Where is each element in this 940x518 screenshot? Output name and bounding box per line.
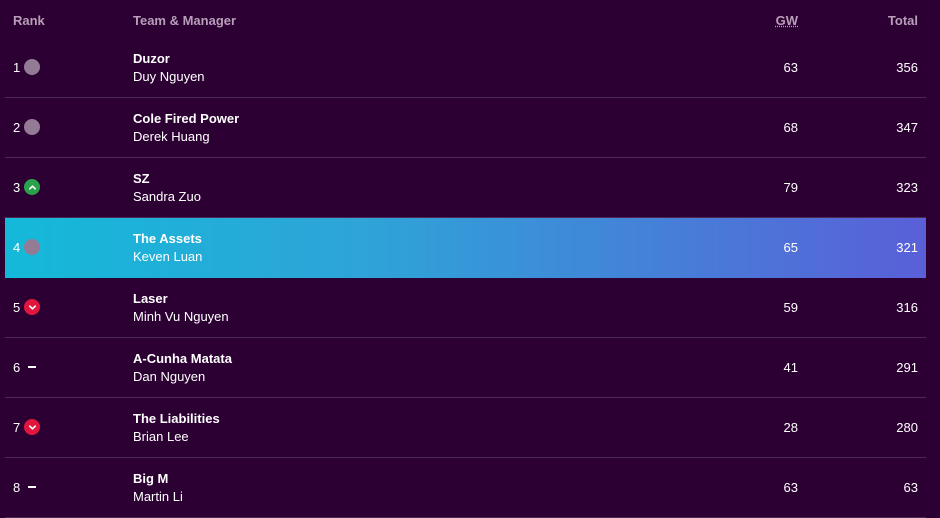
gw-column-header[interactable]: GW <box>775 13 798 28</box>
manager-name: Brian Lee <box>133 429 189 444</box>
rank-up-icon <box>24 179 40 195</box>
gw-points: 68 <box>783 120 798 135</box>
gw-points: 65 <box>783 240 798 255</box>
total-points: 280 <box>896 420 918 435</box>
rank-unchanged-icon <box>24 59 40 75</box>
team-name-link[interactable]: Duzor <box>133 51 170 66</box>
total-points: 323 <box>896 180 918 195</box>
rank-number: 7 <box>13 420 21 435</box>
rank-number: 1 <box>13 60 21 75</box>
manager-name: Minh Vu Nguyen <box>133 309 229 324</box>
standings-table: 1 Duzor Duy Nguyen 63 356 2 Cole Fired P… <box>5 38 926 518</box>
rank-number: 6 <box>13 360 21 375</box>
rank-number: 3 <box>13 180 21 195</box>
table-row: 6 A-Cunha Matata Dan Nguyen 41 291 <box>5 338 926 398</box>
team-name-link[interactable]: A-Cunha Matata <box>133 351 232 366</box>
total-points: 356 <box>896 60 918 75</box>
rank-new-dash-icon <box>24 479 40 495</box>
team-name-link[interactable]: The Assets <box>133 231 202 246</box>
manager-name: Keven Luan <box>133 249 203 264</box>
rank-number: 8 <box>13 480 21 495</box>
manager-name: Derek Huang <box>133 129 210 144</box>
manager-name: Sandra Zuo <box>133 189 201 204</box>
rank-down-icon <box>24 419 40 435</box>
total-points: 63 <box>903 480 918 495</box>
total-points: 347 <box>896 120 918 135</box>
total-column-header: Total <box>887 13 918 28</box>
rank-down-icon <box>24 299 40 315</box>
table-row: 2 Cole Fired Power Derek Huang 68 347 <box>5 98 926 158</box>
team-name-link[interactable]: Big M <box>133 471 169 486</box>
gw-points: 79 <box>783 180 798 195</box>
manager-name: Martin Li <box>133 489 183 504</box>
gw-points: 41 <box>783 360 798 375</box>
team-name-link[interactable]: Laser <box>133 291 168 306</box>
table-row: 3 SZ Sandra Zuo 79 323 <box>5 158 926 218</box>
rank-new-dash-icon <box>24 359 40 375</box>
total-points: 321 <box>896 240 918 255</box>
rank-number: 4 <box>13 240 21 255</box>
gw-points: 63 <box>783 60 798 75</box>
table-row: 7 The Liabilities Brian Lee 28 280 <box>5 398 926 458</box>
total-points: 316 <box>896 300 918 315</box>
table-row: 4 The Assets Keven Luan 65 321 <box>5 218 926 278</box>
team-name-link[interactable]: The Liabilities <box>133 411 220 426</box>
team-name-link[interactable]: SZ <box>133 171 150 186</box>
rank-number: 2 <box>13 120 21 135</box>
table-header: Rank Team & Manager GW Total <box>0 0 940 40</box>
rank-column-header: Rank <box>13 13 45 28</box>
gw-points: 28 <box>783 420 798 435</box>
rank-number: 5 <box>13 300 21 315</box>
gw-points: 59 <box>783 300 798 315</box>
team-manager-column-header: Team & Manager <box>133 13 237 28</box>
table-row: 5 Laser Minh Vu Nguyen 59 316 <box>5 278 926 338</box>
manager-name: Duy Nguyen <box>133 69 205 84</box>
table-row: 8 Big M Martin Li 63 63 <box>5 458 926 518</box>
total-points: 291 <box>896 360 918 375</box>
gw-points: 63 <box>783 480 798 495</box>
manager-name: Dan Nguyen <box>133 369 206 384</box>
team-name-link[interactable]: Cole Fired Power <box>133 111 240 126</box>
table-row: 1 Duzor Duy Nguyen 63 356 <box>5 38 926 98</box>
rank-unchanged-icon <box>24 239 40 255</box>
rank-unchanged-icon <box>24 119 40 135</box>
